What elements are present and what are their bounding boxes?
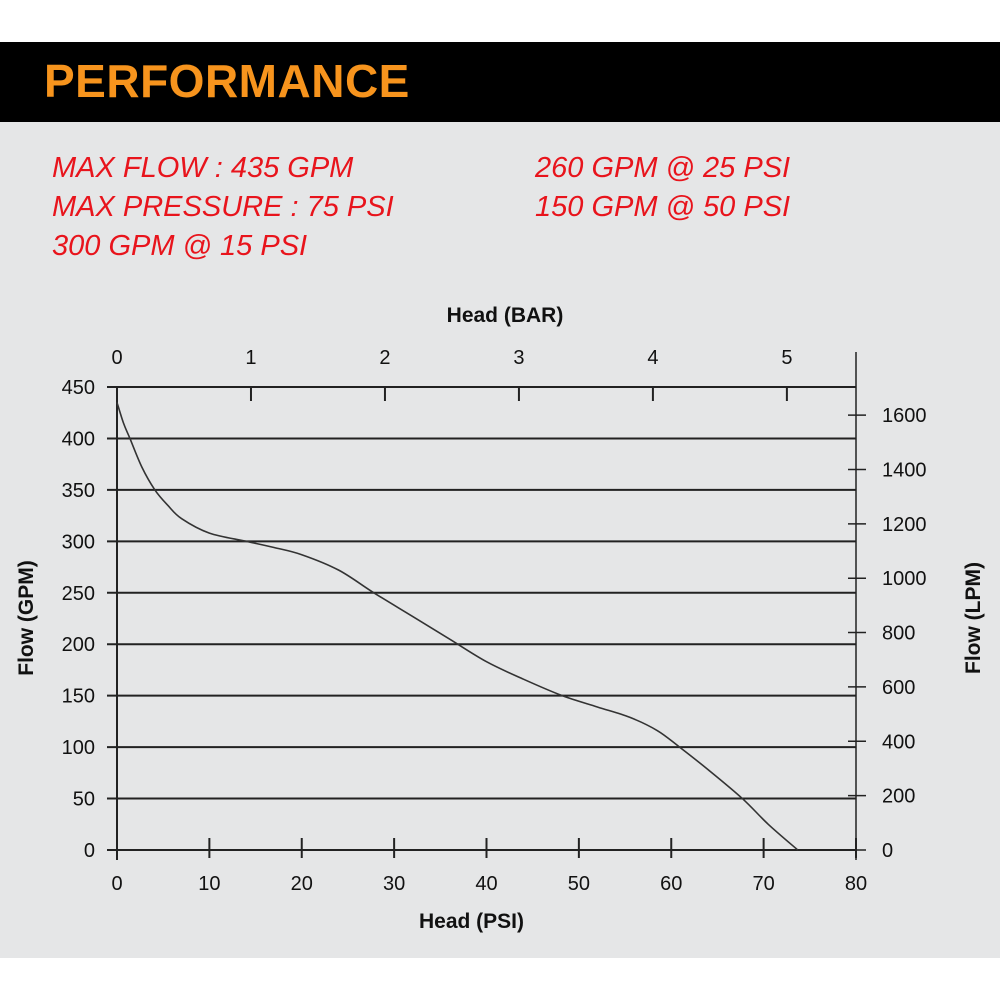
x2-tick-label: 1 [245,347,256,369]
header-band: PERFORMANCE [0,42,1000,122]
x2-tick-label: 2 [379,347,390,369]
y2-tick-label: 200 [882,786,915,808]
x-tick-label: 10 [198,873,220,895]
x-tick-label: 60 [660,873,682,895]
y-axis-title: Flow (GPM) [15,560,38,675]
x-tick-label: 0 [111,873,122,895]
x-tick-label: 20 [291,873,313,895]
y-tick-label: 200 [62,634,95,656]
y-tick-label: 50 [73,789,95,811]
y-tick-label: 300 [62,531,95,553]
y2-tick-label: 800 [882,623,915,645]
page-title: PERFORMANCE [44,55,410,107]
x-tick-label: 30 [383,873,405,895]
y-tick-label: 0 [84,840,95,862]
x2-tick-label: 3 [513,347,524,369]
y-tick-label: 350 [62,480,95,502]
y2-axis-title: Flow (LPM) [962,562,985,674]
x2-tick-label: 4 [647,347,658,369]
x-tick-label: 70 [753,873,775,895]
x-tick-label: 40 [475,873,497,895]
spec-max-flow: MAX FLOW : 435 GPM [52,152,354,184]
performance-curve [116,402,799,851]
y-tick-label: 100 [62,737,95,759]
x-tick-label: 80 [845,873,867,895]
y2-tick-label: 600 [882,677,915,699]
spec-point-25psi: 260 GPM @ 25 PSI [535,152,791,184]
y-tick-label: 400 [62,428,95,450]
y2-tick-label: 1200 [882,514,927,536]
x-axis-title: Head (PSI) [419,910,524,933]
y2-tick-label: 1000 [882,568,927,590]
y2-tick-label: 400 [882,731,915,753]
y-tick-label: 450 [62,377,95,399]
y-tick-label: 250 [62,583,95,605]
spec-point-50psi: 150 GPM @ 50 PSI [535,191,791,223]
x2-tick-label: 5 [781,347,792,369]
spec-point-15psi: 300 GPM @ 15 PSI [52,230,308,262]
y2-tick-label: 0 [882,840,893,862]
spec-max-pressure: MAX PRESSURE : 75 PSI [52,191,394,223]
x-tick-label: 50 [568,873,590,895]
y-tick-label: 150 [62,686,95,708]
chart-panel [0,122,1000,958]
x2-tick-label: 0 [111,347,122,369]
x2-axis-title: Head (BAR) [447,304,564,327]
y2-tick-label: 1600 [882,405,927,427]
y2-tick-label: 1400 [882,459,927,481]
